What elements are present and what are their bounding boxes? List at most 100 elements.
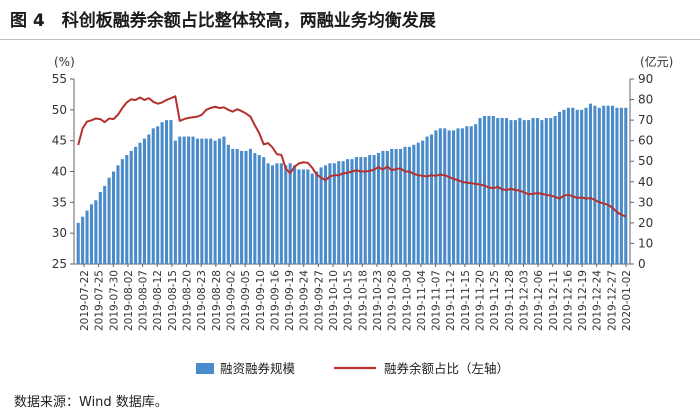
x-tick-label: 2019-10-30	[401, 270, 413, 331]
x-tick-label: 2019-11-15	[460, 270, 472, 331]
bar	[368, 155, 372, 264]
bar	[134, 146, 138, 264]
bar	[544, 118, 548, 264]
bar	[571, 107, 575, 265]
x-tick-label: 2019-10-18	[357, 270, 369, 331]
bar	[372, 155, 376, 264]
left-tick-label: 25	[52, 257, 67, 271]
bar	[602, 105, 606, 264]
bar	[531, 118, 535, 264]
bar	[248, 148, 252, 264]
x-tick-label: 2019-12-11	[548, 270, 560, 331]
bar	[89, 204, 94, 264]
bar	[549, 118, 553, 264]
bar	[85, 210, 89, 264]
bar	[204, 138, 208, 264]
bar	[447, 130, 451, 264]
bar	[381, 150, 385, 264]
bar	[173, 140, 177, 264]
bar	[500, 118, 504, 264]
bar	[496, 118, 500, 264]
x-tick-label: 2020-01-02	[621, 270, 633, 331]
bar	[151, 128, 155, 264]
bar	[624, 107, 628, 265]
bar	[129, 150, 133, 264]
x-tick-label: 2019-10-15	[343, 270, 355, 331]
bar	[443, 128, 447, 264]
bar	[76, 222, 80, 264]
x-tick-label: 2019-09-19	[284, 270, 296, 331]
bar	[385, 150, 389, 264]
bar	[337, 161, 341, 264]
right-tick-label: 50	[638, 154, 653, 168]
title-divider	[0, 39, 700, 40]
bar	[403, 146, 407, 264]
bar	[487, 116, 491, 264]
bar	[394, 148, 398, 264]
bar	[584, 107, 588, 265]
bar	[200, 138, 204, 264]
bar	[279, 163, 283, 264]
x-tick-label: 2019-09-02	[225, 270, 237, 331]
x-tick-label: 2019-09-16	[269, 270, 281, 331]
right-tick-label: 10	[638, 236, 653, 250]
bar	[94, 200, 98, 264]
bar	[399, 148, 403, 264]
bar	[315, 171, 319, 264]
right-tick-label: 70	[638, 113, 653, 127]
right-tick-label: 80	[638, 93, 653, 107]
bar	[469, 126, 473, 265]
bar	[120, 159, 124, 264]
bar	[222, 136, 226, 264]
bar-series	[76, 103, 628, 265]
bar	[275, 163, 279, 264]
bar	[456, 128, 460, 264]
left-tick-label: 35	[52, 195, 67, 209]
bar	[244, 150, 248, 264]
right-tick-label: 60	[638, 134, 653, 148]
bar	[491, 116, 495, 264]
data-source-note: 数据来源：Wind 数据库。	[14, 395, 168, 410]
bar	[191, 136, 195, 264]
right-tick-label: 20	[638, 216, 653, 230]
x-tick-label: 2019-10-28	[387, 270, 399, 331]
x-tick-label: 2019-09-05	[240, 270, 252, 331]
bar	[262, 157, 266, 264]
x-tick-label: 2019-07-22	[79, 270, 91, 331]
legend-swatch-bar	[196, 363, 214, 374]
bar	[187, 136, 191, 264]
bar	[390, 148, 394, 264]
bar	[376, 153, 381, 264]
bar	[540, 120, 544, 264]
bar	[474, 124, 478, 264]
bar	[213, 140, 217, 264]
bar	[182, 136, 186, 264]
chart: 25 30 35 40 45 50 55 0 10 20 30 40 50 60 70 80 90 (%) (亿元)…	[52, 54, 674, 376]
left-tick-label: 50	[52, 103, 67, 117]
line-series	[77, 95, 627, 218]
bar	[169, 120, 173, 264]
bar	[226, 144, 230, 264]
x-tick-label: 2019-07-30	[108, 270, 120, 331]
bar	[527, 120, 531, 264]
bar	[332, 163, 336, 264]
bar	[81, 216, 85, 264]
x-tick-label: 2019-08-12	[152, 270, 164, 331]
right-tick-label: 30	[638, 195, 653, 209]
bar	[116, 165, 120, 264]
line-path	[77, 95, 627, 218]
bar	[434, 130, 438, 264]
bar	[416, 142, 420, 264]
bar	[606, 105, 610, 264]
bar	[363, 157, 367, 264]
bar	[619, 107, 623, 265]
x-tick-label: 2019-12-19	[577, 270, 589, 331]
x-tick-label: 2019-08-20	[182, 270, 194, 331]
bar	[429, 134, 434, 264]
bar	[253, 153, 257, 264]
bar	[562, 109, 566, 264]
bar	[293, 165, 297, 264]
bar	[301, 169, 305, 264]
bar	[98, 192, 102, 264]
bar	[558, 111, 562, 264]
